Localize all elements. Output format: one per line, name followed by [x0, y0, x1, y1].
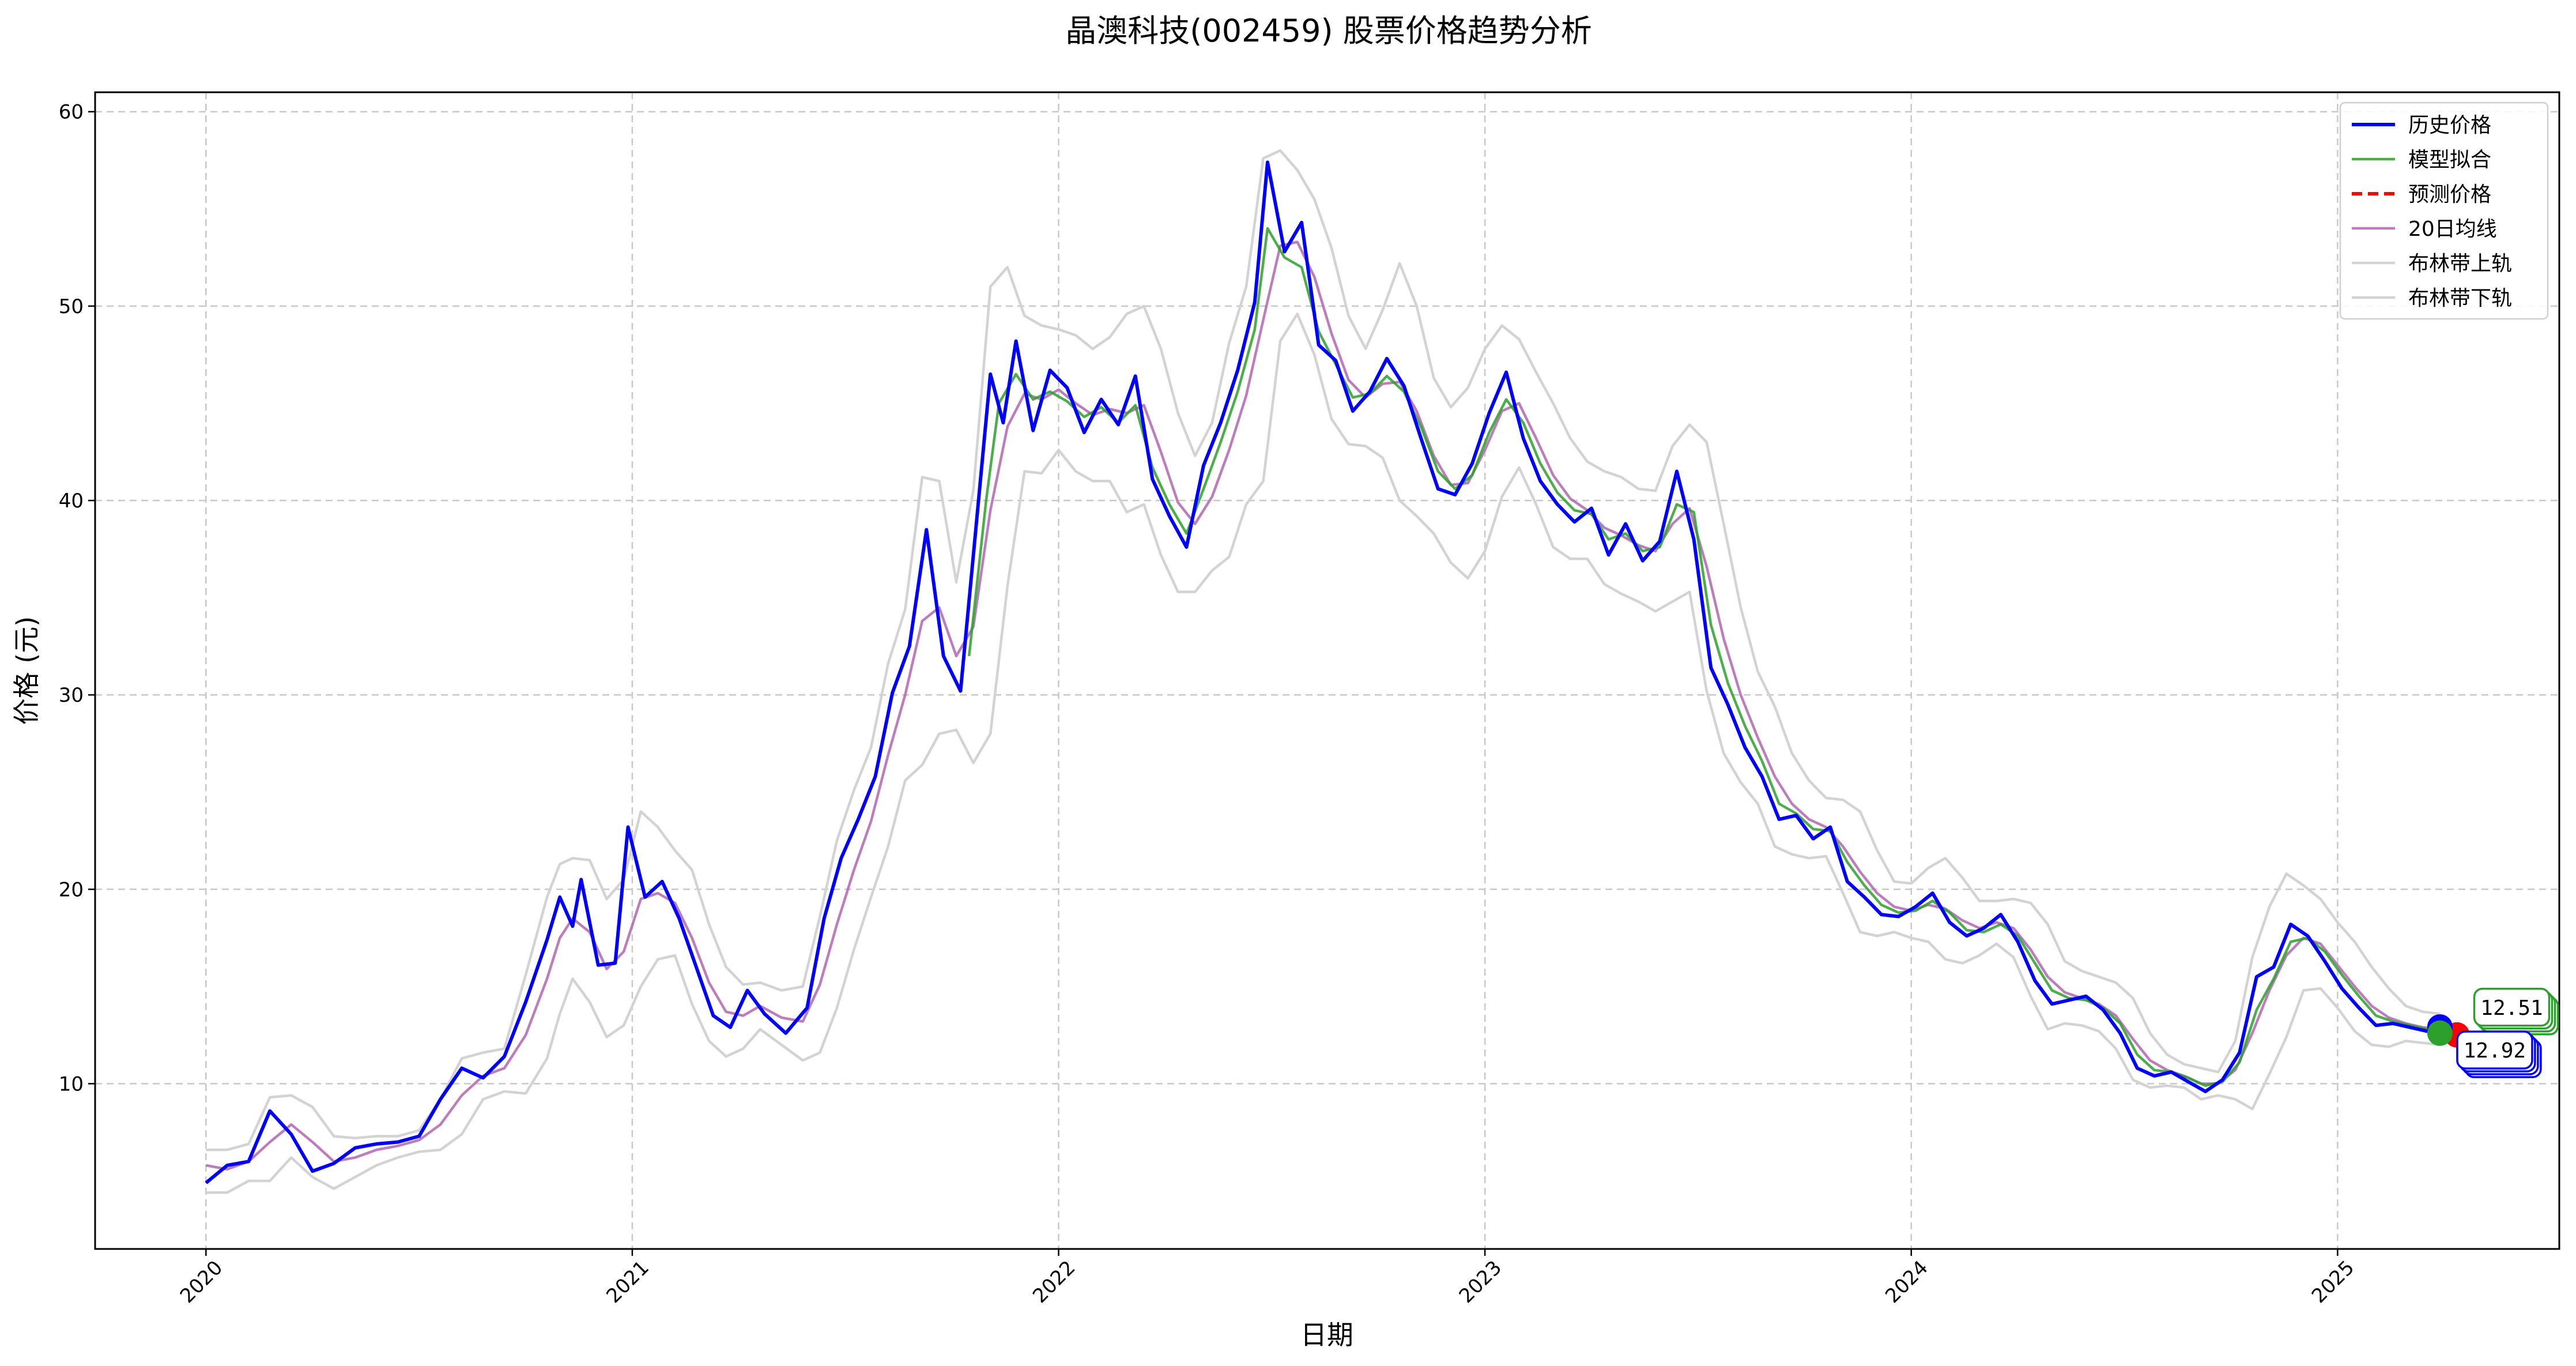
x-axis-label: 日期	[1300, 1319, 1353, 1350]
y-tick-label: 10	[59, 1073, 84, 1096]
plot-frame	[94, 91, 2560, 1250]
annotation-box	[2473, 988, 2551, 1027]
legend-box	[2339, 101, 2549, 320]
annotation-box	[2456, 1030, 2533, 1070]
y-axis-label: 价格 (元)	[11, 616, 42, 725]
series-line-5	[206, 313, 2441, 1194]
y-tick-label: 20	[59, 878, 84, 901]
y-tick-label: 40	[59, 490, 84, 513]
series-line-4	[206, 149, 2441, 1151]
y-tick-label: 50	[59, 295, 84, 318]
legend-label: 预测价格	[2408, 183, 2491, 206]
series-line-0	[205, 160, 2441, 1184]
annotation-label: 12.92	[2464, 1039, 2526, 1063]
annotation-label: 12.51	[2480, 996, 2543, 1020]
chart-title: 晶澳科技(002459) 股票价格趋势分析	[1065, 13, 1591, 49]
y-tick-label: 60	[59, 101, 84, 124]
legend-label: 20日均线	[2408, 217, 2497, 241]
legend-label: 布林带下轨	[2408, 287, 2512, 310]
legend-label: 历史价格	[2408, 114, 2491, 137]
legend-label: 模型拟合	[2408, 148, 2491, 172]
model-fit-marker	[2427, 1020, 2453, 1046]
y-axis-ticks: 10 20 30 40 50 60	[59, 101, 95, 1096]
y-tick-label: 30	[59, 684, 84, 707]
price-annotations: 12.51 12.92	[2456, 988, 2559, 1078]
grid-lines	[95, 92, 2559, 1249]
series-layer	[205, 149, 2458, 1194]
series-line-1	[967, 227, 2441, 1087]
legend-label: 布林带上轨	[2408, 252, 2512, 276]
